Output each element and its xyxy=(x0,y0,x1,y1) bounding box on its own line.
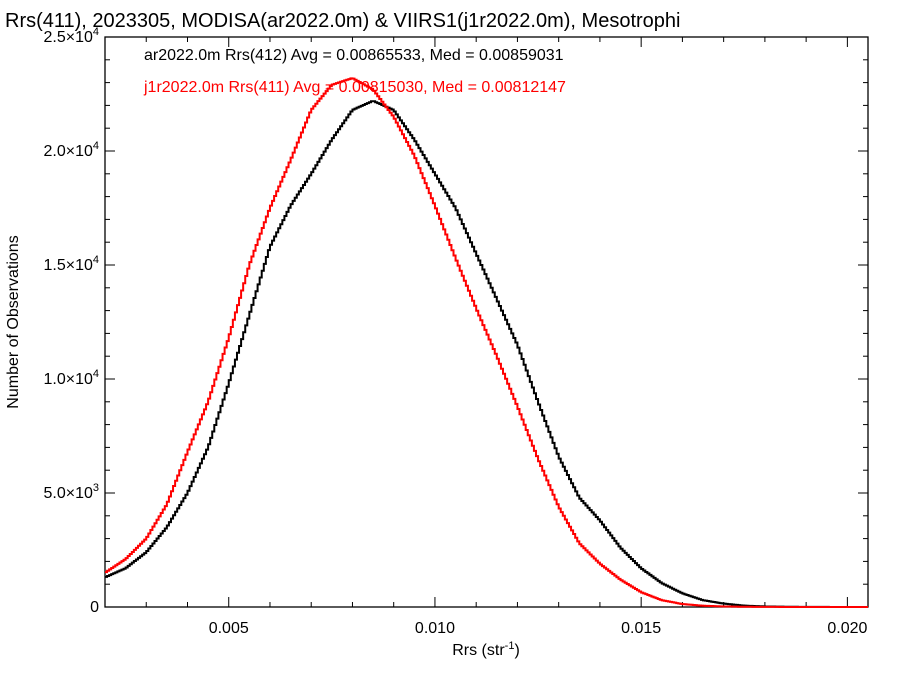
x-tick-label: 0.020 xyxy=(827,620,867,637)
y-axis-label: Number of Observations xyxy=(5,235,22,408)
legend-entry-red: j1r2022.0m Rrs(411) Avg = 0.00815030, Me… xyxy=(143,79,566,96)
x-tick-label: 0.005 xyxy=(209,620,249,637)
y-tick-label: 0 xyxy=(90,599,99,616)
y-tick-label: 2.0×104 xyxy=(43,140,99,160)
x-tick-label: 0.010 xyxy=(415,620,455,637)
legend-entry-black: ar2022.0m Rrs(412) Avg = 0.00865533, Med… xyxy=(144,47,564,64)
series-lines xyxy=(105,77,868,608)
x-axis-label-end: ) xyxy=(514,642,519,659)
series-line xyxy=(105,100,868,608)
y-axis-ticks: 0 5.0×103 1.0×104 1.5×104 2.0×104 2.5×104 xyxy=(43,26,868,616)
x-tick-label: 0.015 xyxy=(621,620,661,637)
x-axis-label-sup: -1 xyxy=(505,640,515,652)
x-axis-ticks: 0.005 0.010 0.015 0.020 xyxy=(104,37,867,637)
x-axis-label-main: Rrs (str xyxy=(452,642,505,659)
series-line xyxy=(105,77,868,608)
y-tick-label: 2.5×104 xyxy=(43,26,99,46)
y-tick-label: 5.0×103 xyxy=(43,482,99,502)
y-tick-label: 1.0×104 xyxy=(43,368,99,388)
x-axis-label: Rrs (str-1) xyxy=(452,640,520,659)
y-tick-label: 1.5×104 xyxy=(43,254,99,274)
plot-frame xyxy=(104,36,869,608)
chart-title: Rrs(411), 2023305, MODISA(ar2022.0m) & V… xyxy=(5,10,680,32)
